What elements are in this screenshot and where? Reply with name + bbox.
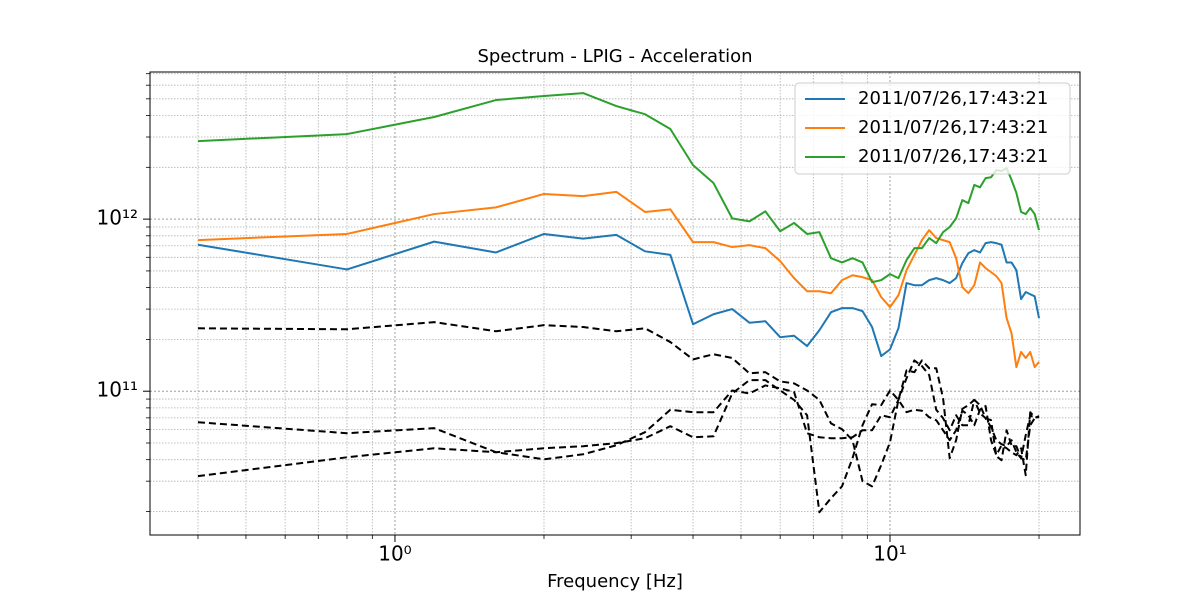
legend-label: 2011/07/26,17:43:21 (858, 88, 1048, 109)
x-tick-label: 10¹ (873, 542, 906, 566)
series-line (197, 379, 1040, 514)
legend-label: 2011/07/26,17:43:21 (858, 117, 1048, 138)
plot-frame (149, 71, 1081, 536)
legend-box (794, 82, 1071, 175)
y-tick-label: 10¹¹ (97, 378, 138, 402)
series-line (197, 232, 1041, 358)
x-tick-label: 10⁰ (378, 542, 411, 566)
y-tick-label: 10¹² (97, 206, 138, 230)
x-axis-label: Frequency [Hz] (547, 571, 683, 592)
axes: 10⁰ 10¹ 10¹¹ 10¹² (97, 73, 1040, 566)
series-line (197, 359, 1040, 462)
series-line (197, 190, 1040, 369)
legend: 2011/07/26,17:43:21 2011/07/26,17:43:21 20… (794, 82, 1071, 175)
chart-title: Spectrum - LPIG - Acceleration (477, 46, 752, 67)
legend-label: 2011/07/26,17:43:21 (858, 146, 1048, 167)
series-line (197, 321, 1040, 488)
